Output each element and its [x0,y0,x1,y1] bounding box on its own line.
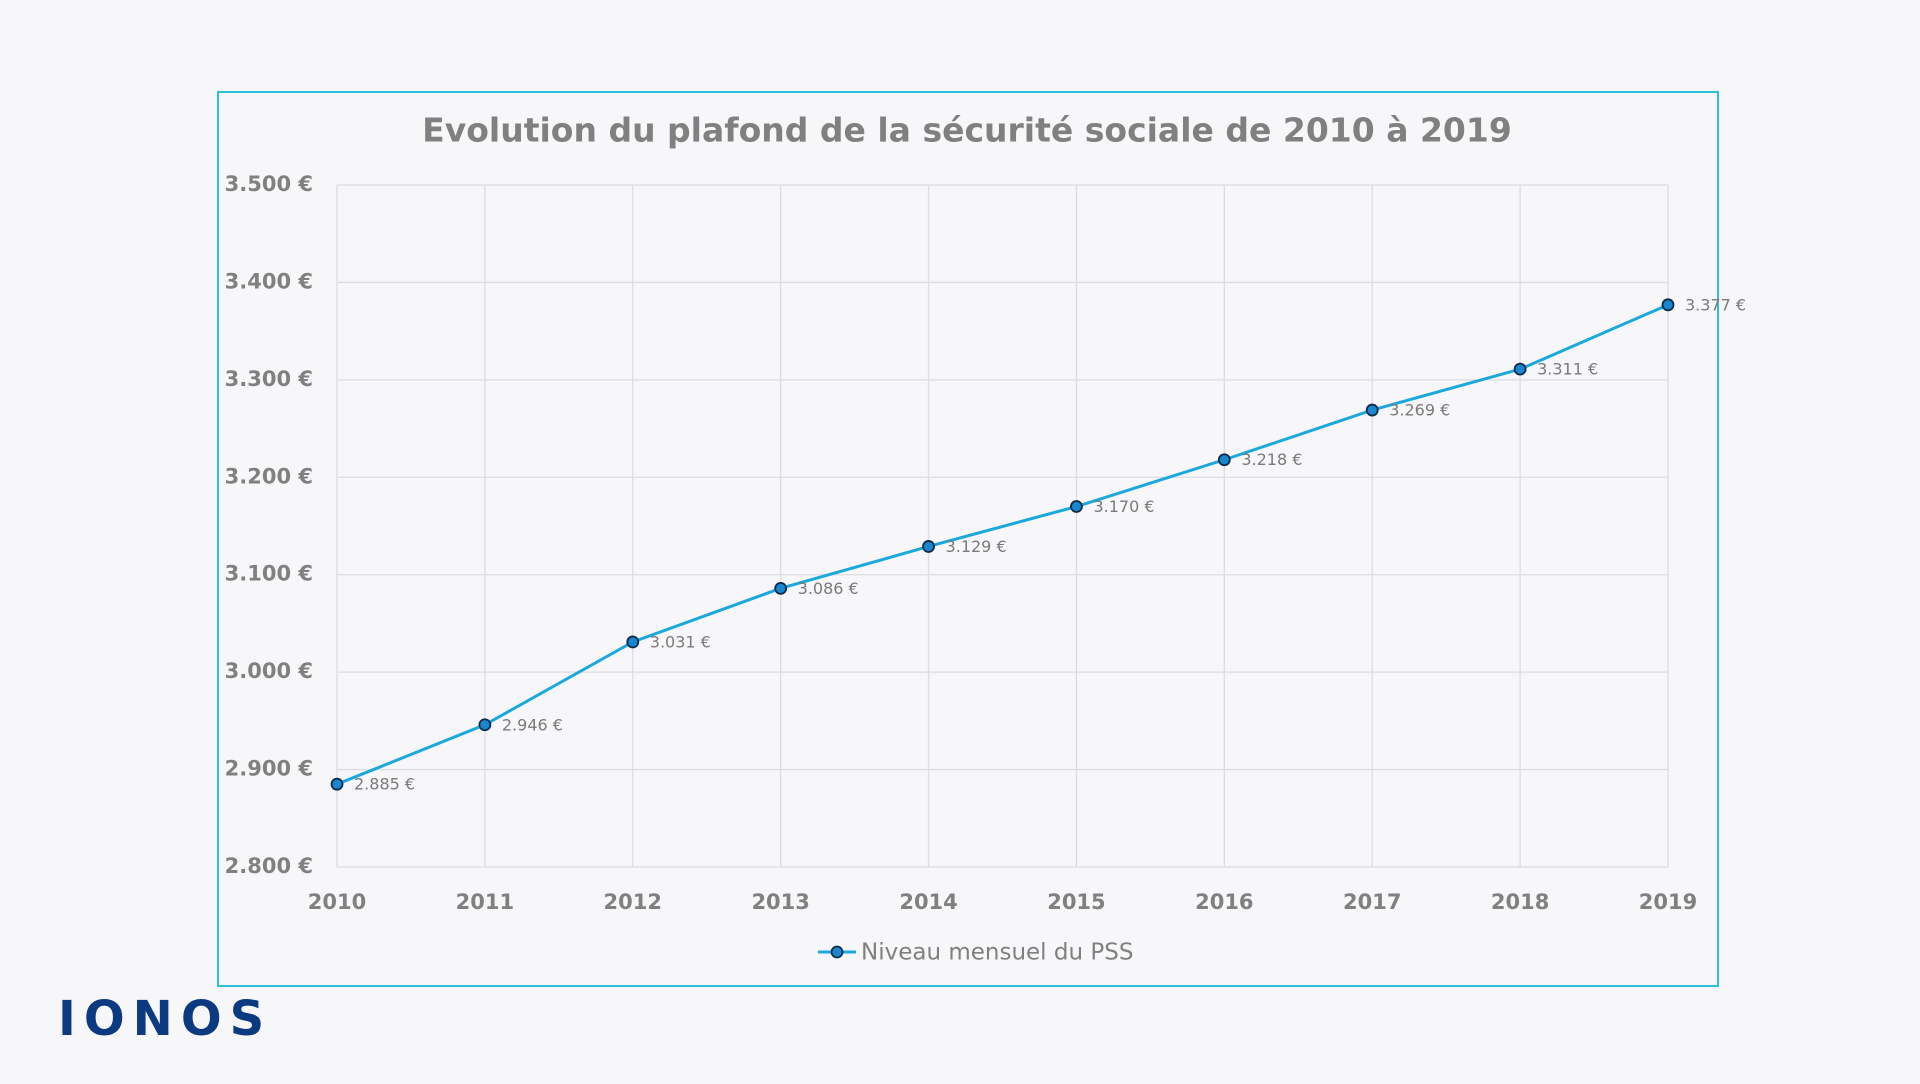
value-label: 3.269 € [1389,401,1450,420]
data-point [774,581,788,595]
value-label: 3.031 € [650,632,711,651]
x-tick-label: 2013 [751,890,809,914]
legend-marker [830,945,844,959]
data-line [336,303,1669,786]
y-tick-label: 3.500 € [225,172,313,196]
value-label: 3.086 € [798,579,859,598]
legend-label: Niveau mensuel du PSS [861,940,1133,966]
y-tick-label: 3.100 € [225,562,313,586]
value-label: 2.946 € [502,715,563,734]
data-point [1217,453,1231,467]
chart-frame [217,91,1719,987]
y-tick-label: 2.900 € [225,757,313,781]
data-point [1513,362,1527,376]
x-tick-label: 2018 [1491,890,1549,914]
chart-title: Evolution du plafond de la sécurité soci… [422,111,1512,150]
value-label: 3.218 € [1241,450,1302,469]
x-tick-label: 2019 [1639,890,1697,914]
data-point [626,635,640,649]
data-point [330,777,344,791]
x-tick-label: 2011 [456,890,514,914]
x-tick-label: 2016 [1195,890,1253,914]
data-point [478,718,492,732]
value-label: 3.377 € [1685,295,1746,314]
x-tick-label: 2015 [1047,890,1105,914]
y-tick-label: 2.800 € [225,854,313,878]
data-point [922,540,935,553]
data-point [1070,500,1083,513]
y-tick-label: 3.200 € [225,464,313,488]
data-point [1661,298,1675,312]
value-label: 3.311 € [1537,360,1598,379]
x-tick-label: 2017 [1343,890,1401,914]
y-tick-label: 3.000 € [225,659,313,683]
x-tick-label: 2010 [308,890,366,914]
data-point [1365,403,1379,417]
value-label: 3.129 € [946,537,1007,556]
value-label: 2.885 € [354,775,415,794]
y-tick-label: 3.300 € [225,367,313,391]
value-label: 3.170 € [1093,497,1154,516]
y-tick-label: 3.400 € [225,269,313,293]
x-tick-label: 2012 [604,890,662,914]
logo: IONOS [58,991,272,1047]
x-tick-label: 2014 [899,890,957,914]
